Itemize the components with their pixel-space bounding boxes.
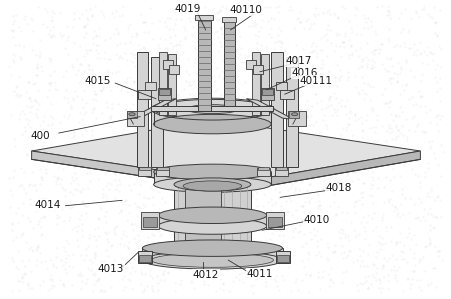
Text: 40110: 40110 <box>230 5 262 16</box>
Bar <box>223 19 235 106</box>
Ellipse shape <box>142 251 282 269</box>
Text: 4017: 4017 <box>285 56 311 66</box>
Ellipse shape <box>129 113 135 116</box>
Bar <box>142 248 282 260</box>
Bar <box>246 60 256 69</box>
Bar <box>151 57 163 167</box>
Ellipse shape <box>153 164 271 180</box>
Bar <box>136 52 148 167</box>
Bar <box>162 60 172 69</box>
Bar <box>138 251 152 263</box>
Bar <box>261 54 269 115</box>
Ellipse shape <box>142 240 282 256</box>
Bar <box>153 172 271 184</box>
Bar <box>275 251 290 263</box>
Bar <box>138 255 151 262</box>
Bar <box>274 168 288 176</box>
Ellipse shape <box>151 253 273 267</box>
Bar <box>151 106 273 111</box>
Bar <box>168 54 176 115</box>
Bar <box>267 217 281 227</box>
Bar <box>261 88 273 100</box>
Bar <box>253 65 262 74</box>
Bar <box>222 17 236 22</box>
Text: 4010: 4010 <box>303 215 329 225</box>
Text: 4014: 4014 <box>34 200 60 210</box>
Bar <box>158 215 266 226</box>
Bar <box>271 52 282 167</box>
Bar <box>127 111 137 118</box>
Bar <box>185 184 221 242</box>
Bar <box>126 111 143 126</box>
Ellipse shape <box>291 113 297 116</box>
Bar <box>143 217 156 227</box>
Bar <box>159 89 170 95</box>
Ellipse shape <box>153 99 271 119</box>
Polygon shape <box>32 151 239 191</box>
Bar <box>252 52 260 115</box>
Text: 400: 400 <box>31 131 51 141</box>
Bar <box>288 111 305 126</box>
Bar <box>275 167 287 170</box>
Text: 4012: 4012 <box>192 270 218 280</box>
Bar <box>280 90 293 99</box>
Polygon shape <box>246 99 293 120</box>
Bar <box>158 88 170 100</box>
Ellipse shape <box>153 114 271 134</box>
Bar <box>195 15 213 20</box>
Bar <box>256 168 270 176</box>
Ellipse shape <box>158 218 266 234</box>
Polygon shape <box>153 109 271 124</box>
Bar <box>138 90 151 99</box>
Text: 4013: 4013 <box>97 264 124 274</box>
Bar <box>197 18 211 111</box>
Bar <box>144 82 156 90</box>
Bar <box>156 167 168 170</box>
Polygon shape <box>239 151 419 191</box>
Text: 4018: 4018 <box>325 183 351 193</box>
Text: 4019: 4019 <box>174 4 200 14</box>
Ellipse shape <box>174 178 250 191</box>
Ellipse shape <box>153 177 271 192</box>
Bar <box>138 167 150 170</box>
Polygon shape <box>129 99 176 120</box>
Text: 4016: 4016 <box>291 68 318 78</box>
Bar <box>275 82 286 90</box>
Text: 4015: 4015 <box>84 76 110 86</box>
Ellipse shape <box>183 181 241 191</box>
Bar <box>141 212 159 229</box>
Bar <box>262 89 272 95</box>
Bar <box>159 52 167 115</box>
Bar <box>169 65 179 74</box>
Polygon shape <box>174 184 250 242</box>
Bar <box>138 168 151 176</box>
Bar <box>276 255 289 262</box>
Text: 40111: 40111 <box>299 76 332 86</box>
Bar <box>257 167 269 170</box>
Ellipse shape <box>186 105 238 114</box>
Bar <box>289 111 299 118</box>
Text: 4011: 4011 <box>246 269 272 279</box>
Polygon shape <box>32 120 419 182</box>
Bar <box>156 168 169 176</box>
Bar <box>285 57 297 167</box>
Bar <box>265 212 283 229</box>
Ellipse shape <box>158 207 266 224</box>
